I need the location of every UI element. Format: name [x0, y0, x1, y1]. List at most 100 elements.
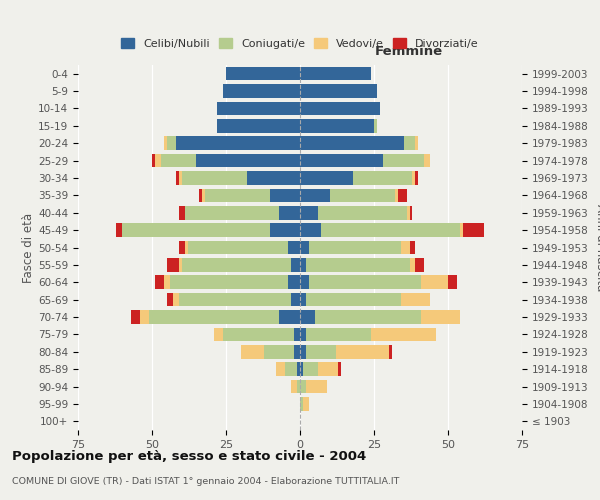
Bar	[223, 328, 294, 341]
Bar	[185, 206, 279, 220]
Bar	[315, 310, 421, 324]
Bar	[116, 224, 122, 237]
Bar	[300, 293, 306, 306]
Bar	[179, 240, 185, 254]
Bar	[300, 258, 306, 272]
Bar	[241, 345, 265, 358]
Bar	[291, 293, 300, 306]
Bar	[410, 258, 415, 272]
Bar	[306, 345, 335, 358]
Bar	[176, 171, 179, 185]
Bar	[285, 362, 297, 376]
Bar	[288, 240, 300, 254]
Bar	[371, 328, 436, 341]
Bar	[410, 206, 412, 220]
Bar	[182, 171, 247, 185]
Bar	[223, 84, 300, 98]
Bar	[155, 276, 164, 289]
Bar	[173, 293, 179, 306]
Bar	[300, 380, 306, 394]
Bar	[176, 136, 300, 150]
Bar	[318, 362, 338, 376]
Bar	[214, 328, 223, 341]
Bar	[164, 136, 167, 150]
Bar	[167, 258, 179, 272]
Bar	[300, 102, 380, 115]
Bar	[309, 240, 401, 254]
Bar	[271, 188, 300, 202]
Bar	[329, 188, 395, 202]
Bar	[279, 206, 300, 220]
Y-axis label: Anni di nascita: Anni di nascita	[594, 204, 600, 291]
Bar	[415, 258, 424, 272]
Bar	[300, 136, 404, 150]
Bar	[421, 276, 448, 289]
Bar	[321, 224, 460, 237]
Bar	[300, 310, 315, 324]
Bar	[401, 240, 410, 254]
Bar	[179, 293, 291, 306]
Bar	[300, 240, 309, 254]
Bar	[300, 224, 321, 237]
Bar	[279, 310, 300, 324]
Bar	[374, 119, 377, 132]
Bar	[415, 136, 418, 150]
Bar	[398, 188, 407, 202]
Bar	[161, 154, 196, 168]
Bar	[318, 206, 407, 220]
Bar	[410, 240, 415, 254]
Bar	[300, 84, 377, 98]
Bar	[300, 119, 374, 132]
Bar	[412, 171, 415, 185]
Bar	[306, 380, 326, 394]
Bar	[155, 154, 161, 168]
Bar	[424, 154, 430, 168]
Bar	[303, 397, 309, 410]
Bar	[294, 345, 300, 358]
Bar	[300, 362, 303, 376]
Bar	[164, 276, 170, 289]
Bar	[152, 154, 155, 168]
Bar	[448, 276, 457, 289]
Bar	[300, 345, 306, 358]
Bar	[196, 154, 300, 168]
Bar	[401, 293, 430, 306]
Bar	[306, 328, 371, 341]
Bar	[338, 362, 341, 376]
Bar	[179, 206, 185, 220]
Bar	[167, 293, 173, 306]
Bar	[277, 362, 285, 376]
Bar	[300, 328, 306, 341]
Bar	[271, 224, 300, 237]
Bar	[247, 171, 300, 185]
Bar	[170, 276, 288, 289]
Bar	[306, 258, 410, 272]
Bar	[288, 276, 300, 289]
Bar	[300, 276, 309, 289]
Bar	[404, 136, 415, 150]
Bar	[463, 224, 484, 237]
Bar	[131, 310, 140, 324]
Bar	[300, 188, 329, 202]
Bar	[122, 224, 271, 237]
Bar	[149, 310, 279, 324]
Bar	[185, 240, 188, 254]
Bar	[297, 362, 300, 376]
Text: Popolazione per età, sesso e stato civile - 2004: Popolazione per età, sesso e stato civil…	[12, 450, 366, 463]
Bar	[306, 293, 401, 306]
Bar	[300, 171, 353, 185]
Text: COMUNE DI GIOVE (TR) - Dati ISTAT 1° gennaio 2004 - Elaborazione TUTTITALIA.IT: COMUNE DI GIOVE (TR) - Dati ISTAT 1° gen…	[12, 478, 400, 486]
Bar	[217, 119, 300, 132]
Text: Femmine: Femmine	[375, 44, 443, 58]
Bar	[182, 258, 291, 272]
Bar	[415, 171, 418, 185]
Bar	[300, 397, 303, 410]
Bar	[297, 380, 300, 394]
Bar	[421, 310, 460, 324]
Bar	[300, 206, 318, 220]
Bar	[265, 345, 294, 358]
Bar	[389, 345, 392, 358]
Bar	[179, 258, 182, 272]
Bar	[179, 171, 182, 185]
Bar	[226, 67, 300, 80]
